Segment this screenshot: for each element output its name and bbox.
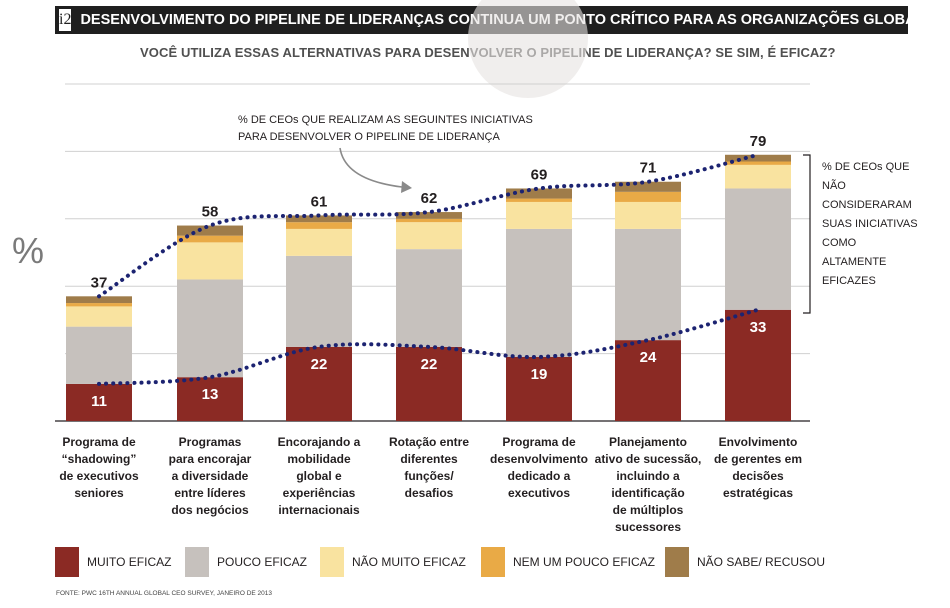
- total-label-1: 37: [91, 274, 108, 291]
- legend-item-nao_sabe: NÃO SABE/ RECUSOU: [665, 547, 825, 577]
- bar-segment-nao_muito-2: [177, 242, 243, 280]
- total-label-5: 69: [531, 166, 548, 183]
- total-label-3: 61: [311, 193, 328, 210]
- value-label-muito-eficaz-1: 11: [91, 393, 107, 410]
- legend-label: MUITO EFICAZ: [87, 555, 172, 569]
- side-annotation: % DE CEOs QUE NÃO CONSIDERARAM SUAS INIC…: [822, 161, 918, 287]
- bar-segment-nao_muito-5: [506, 201, 572, 229]
- total-trend-dotted-line: [97, 152, 760, 299]
- bar-segment-nem-6: [615, 191, 681, 202]
- y-axis-label: %: [12, 230, 45, 271]
- bar-segment-nao_muito-3: [286, 228, 352, 256]
- legend: MUITO EFICAZ POUCO EFICAZ NÃO MUITO EFICAZ…: [55, 547, 915, 577]
- legend-swatch: [481, 547, 505, 577]
- bar-segment-nem-5: [506, 198, 572, 202]
- bar-segment-muito-3: [286, 346, 352, 421]
- bar-segment-nao_sabe-6: [615, 181, 681, 192]
- category-label-2: Programas para encorajar a diversidade e…: [168, 435, 252, 517]
- category-label-6: Planejamento ativo de sucessão, incluind…: [594, 435, 702, 534]
- legend-item-nao_muito: NÃO MUITO EFICAZ: [320, 547, 466, 577]
- legend-label: NÃO SABE/ RECUSOU: [697, 555, 826, 569]
- bar-segment-nao_sabe-4: [396, 212, 462, 219]
- total-label-4: 62: [421, 190, 438, 207]
- bar-segment-muito-5: [506, 356, 572, 421]
- category-label-5: Programa de desenvolvimento dedicado a e…: [489, 435, 589, 500]
- annotation-top-line-1: % DE CEOs QUE REALIZAM AS SEGUINTES INIC…: [238, 114, 533, 126]
- category-label-7: Envolvimento de gerentes em decisões est…: [713, 435, 803, 500]
- legend-label: NÃO MUITO EFICAZ: [352, 555, 466, 569]
- bar-segment-nao_sabe-2: [177, 225, 243, 236]
- legend-swatch: [185, 547, 209, 577]
- bar-segment-muito-4: [396, 346, 462, 421]
- bar-segment-pouco-4: [396, 249, 462, 347]
- value-label-muito-eficaz-5: 19: [531, 366, 548, 383]
- bar-segment-nao_muito-6: [615, 201, 681, 229]
- value-label-muito-eficaz-7: 33: [750, 319, 767, 336]
- bar-segment-pouco-6: [615, 228, 681, 341]
- muito-eficaz-trend-dotted-line: [97, 307, 760, 386]
- total-label-6: 71: [640, 160, 657, 177]
- bar-segment-nao_muito-7: [725, 164, 791, 189]
- legend-swatch: [665, 547, 689, 577]
- background-circle-decoration: [468, 0, 588, 98]
- value-label-muito-eficaz-4: 22: [421, 356, 438, 373]
- bar-segment-muito-7: [725, 309, 791, 421]
- bar-segment-muito-2: [177, 377, 243, 421]
- bar-segment-nem-1: [66, 303, 132, 307]
- bar-segment-nao_muito-1: [66, 306, 132, 327]
- bar-segment-pouco-1: [66, 326, 132, 384]
- figure-badge: i2: [58, 8, 73, 32]
- legend-swatch: [320, 547, 344, 577]
- total-label-7: 79: [750, 133, 767, 150]
- bar-segment-pouco-2: [177, 279, 243, 378]
- legend-item-muito: MUITO EFICAZ: [55, 547, 171, 577]
- legend-swatch: [55, 547, 79, 577]
- bar-segment-muito-6: [615, 340, 681, 421]
- bar-segment-nao_sabe-5: [506, 188, 572, 199]
- category-label-3: Encorajando a mobilidade global e experi…: [277, 435, 361, 517]
- category-label-4: Rotação entre diferentes funções/ desafi…: [388, 435, 470, 500]
- value-label-muito-eficaz-2: 13: [202, 386, 219, 403]
- side-bracket: [803, 154, 811, 314]
- value-label-muito-eficaz-3: 22: [311, 356, 328, 373]
- total-label-2: 58: [202, 204, 219, 221]
- category-label-1: Programa de “shadowing” de executivos se…: [59, 435, 139, 500]
- bar-segment-nem-2: [177, 235, 243, 243]
- bar-segment-pouco-5: [506, 228, 572, 357]
- bar-segment-nem-4: [396, 218, 462, 223]
- bar-segment-nao_sabe-7: [725, 154, 791, 162]
- legend-item-nem: NEM UM POUCO EFICAZ: [481, 547, 655, 577]
- legend-label: NEM UM POUCO EFICAZ: [513, 555, 656, 569]
- bar-segment-nao_sabe-1: [66, 296, 132, 304]
- bar-segment-nem-3: [286, 222, 352, 229]
- legend-label: POUCO EFICAZ: [217, 555, 308, 569]
- bar-segment-muito-1: [66, 383, 132, 421]
- bar-segment-nao_muito-4: [396, 222, 462, 250]
- annotation-top-line-2: PARA DESENVOLVER O PIPELINE DE LIDERANÇA: [238, 131, 501, 143]
- bar-segment-nem-7: [725, 161, 791, 165]
- bar-segment-nao_sabe-3: [286, 215, 352, 223]
- annotation-arrowhead: [401, 181, 412, 193]
- legend-item-pouco: POUCO EFICAZ: [185, 547, 307, 577]
- value-label-muito-eficaz-6: 24: [640, 349, 657, 366]
- source-note: FONTE: PWC 16TH ANNUAL GLOBAL CEO SURVEY…: [56, 590, 273, 597]
- bar-segment-pouco-3: [286, 255, 352, 347]
- annotation-arrow: [339, 147, 403, 188]
- bar-segment-pouco-7: [725, 188, 791, 310]
